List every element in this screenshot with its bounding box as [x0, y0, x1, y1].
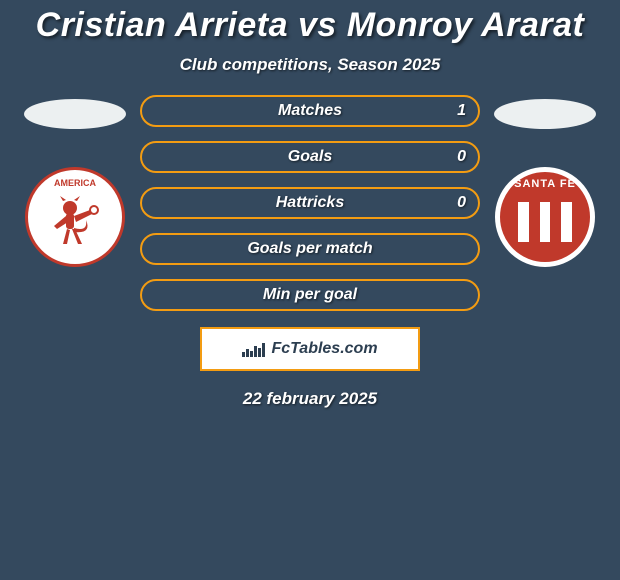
brand-box[interactable]: FcTables.com	[200, 327, 420, 371]
left-side: AMERICA	[10, 95, 140, 267]
stat-label: Min per goal	[263, 286, 357, 304]
stat-label: Hattricks	[276, 194, 344, 212]
date-text: 22 february 2025	[0, 389, 620, 409]
brand-text: FcTables.com	[271, 340, 377, 358]
stats-column: Matches 1 Goals 0 Hattricks 0 Goals per …	[140, 95, 480, 311]
stat-row-hattricks: Hattricks 0	[140, 187, 480, 219]
main-row: AMERICA	[0, 95, 620, 311]
club-name-right: SANTA FE	[500, 178, 590, 190]
club-badge-right: SANTA FE	[495, 167, 595, 267]
stat-label: Matches	[278, 102, 342, 120]
comparison-card: Cristian Arrieta vs Monroy Ararat Club c…	[0, 0, 620, 580]
stat-label: Goals	[288, 148, 332, 166]
player-photo-placeholder-right	[494, 99, 596, 129]
club-name-left: AMERICA	[28, 178, 122, 188]
stat-value: 1	[457, 102, 466, 120]
stat-row-min-per-goal: Min per goal	[140, 279, 480, 311]
stat-row-matches: Matches 1	[140, 95, 480, 127]
club-badge-left: AMERICA	[25, 167, 125, 267]
stat-row-goals: Goals 0	[140, 141, 480, 173]
shield-stripes-icon	[518, 202, 572, 242]
page-subtitle: Club competitions, Season 2025	[0, 55, 620, 75]
stat-label: Goals per match	[247, 240, 372, 258]
player-photo-placeholder-left	[24, 99, 126, 129]
stat-value: 0	[457, 194, 466, 212]
stat-row-goals-per-match: Goals per match	[140, 233, 480, 265]
devil-icon	[50, 196, 106, 252]
stat-value: 0	[457, 148, 466, 166]
right-side: SANTA FE	[480, 95, 610, 267]
chart-bars-icon	[242, 341, 265, 357]
page-title: Cristian Arrieta vs Monroy Ararat	[0, 0, 620, 45]
